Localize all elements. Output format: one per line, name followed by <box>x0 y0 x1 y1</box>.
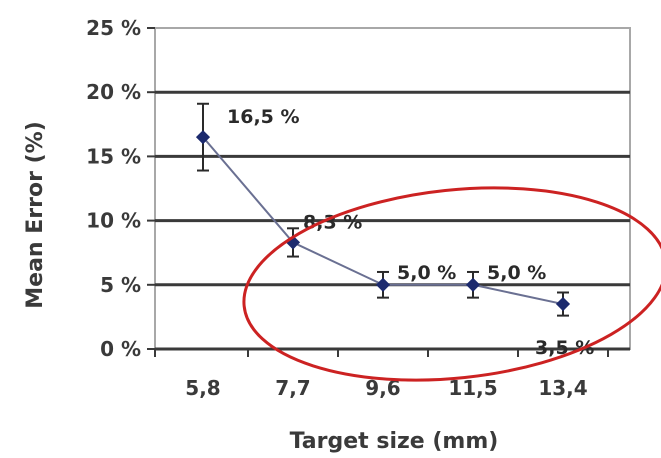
data-point <box>465 277 481 292</box>
data-label: 3,5 % <box>535 337 594 359</box>
series <box>195 102 571 317</box>
highlight-ellipse <box>242 186 661 382</box>
x-tick-label: 11,5 <box>448 376 497 400</box>
x-tick-label: 13,4 <box>538 376 587 400</box>
highlight <box>242 186 661 382</box>
data-labels: 16,5 % 8,3 % 5,0 % 5,0 % 3,5 % <box>227 106 594 359</box>
grid <box>154 27 631 350</box>
x-tick-label: 7,7 <box>275 376 310 400</box>
y-tick-label: 0 % <box>100 337 141 361</box>
y-tick-label: 10 % <box>86 209 141 233</box>
y-tick-label: 20 % <box>86 80 141 104</box>
data-label: 5,0 % <box>397 262 456 284</box>
x-tick-label: 5,8 <box>185 376 220 400</box>
y-tick-label: 5 % <box>100 273 141 297</box>
data-label: 8,3 % <box>303 211 362 233</box>
data-point <box>195 130 211 145</box>
data-point <box>375 277 391 292</box>
data-label: 16,5 % <box>227 106 300 128</box>
plot-area-border <box>154 27 631 350</box>
y-tick-label: 25 % <box>86 16 141 40</box>
axes: 0 %5 %10 %15 %20 %25 %5,8 7,7 9,6 11,5 13,4 <box>86 16 630 400</box>
y-tick-label: 15 % <box>86 144 141 168</box>
data-point <box>555 296 571 312</box>
x-axis-title: Target size (mm) <box>290 429 499 454</box>
data-label: 5,0 % <box>487 262 546 284</box>
y-axis-title: Mean Error (%) <box>23 121 48 308</box>
